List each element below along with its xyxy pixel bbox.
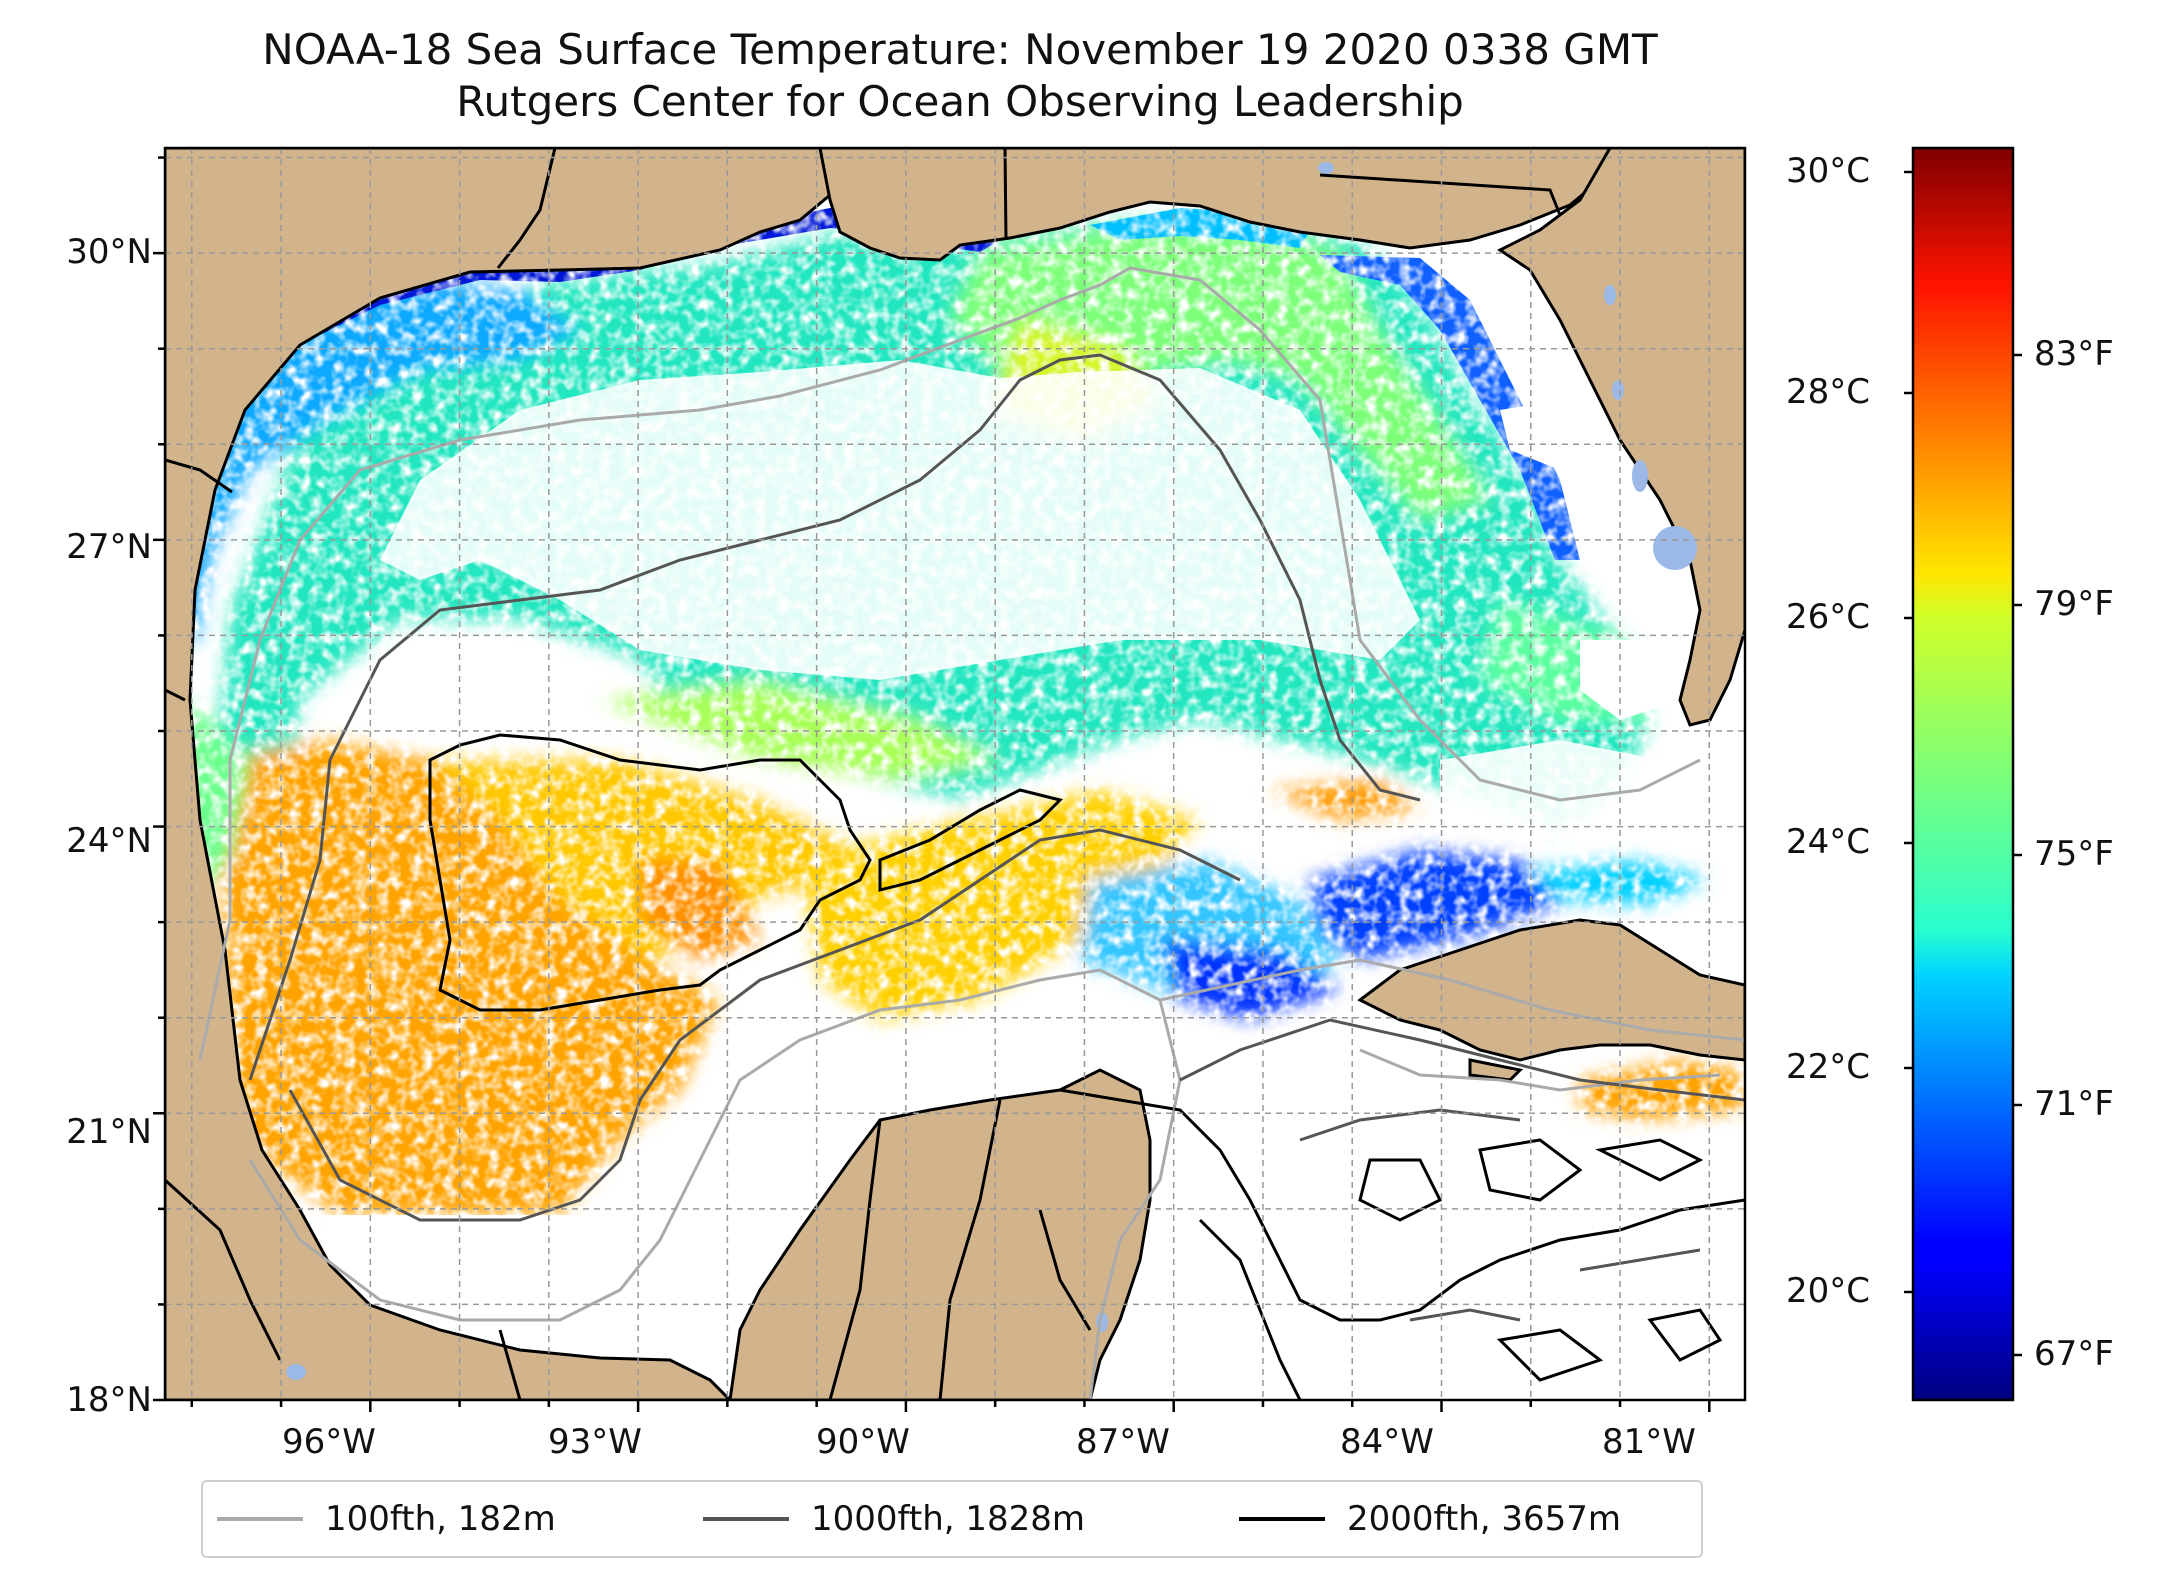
isobath-1000fth — [248, 353, 1745, 1322]
legend-item-100fth: 100fth, 182m — [217, 1482, 556, 1556]
legend-label-1000fth: 1000fth, 1828m — [811, 1499, 1086, 1539]
map-title: NOAA-18 Sea Surface Temperature: Novembe… — [262, 25, 1658, 74]
lat-tick-27: 27°N — [66, 527, 152, 567]
cbar-fahrenheit-75: 75°F — [2034, 834, 2114, 874]
map-frame — [163, 146, 1747, 1402]
lon-tick-90w: 90°W — [816, 1422, 910, 1462]
cbar-celsius-26: 26°C — [1786, 597, 1871, 637]
lat-tick-24: 24°N — [66, 821, 152, 861]
yucatan-peninsula — [728, 1068, 1152, 1400]
lon-tick-93w: 93°W — [548, 1422, 642, 1462]
cbar-fahrenheit-71: 71°F — [2034, 1084, 2114, 1124]
cbar-celsius-30: 30°C — [1786, 151, 1871, 191]
land-layer — [165, 148, 1745, 1400]
lat-tick-18: 18°N — [66, 1380, 152, 1420]
lat-tick-21: 21°N — [66, 1112, 152, 1152]
lon-tick-96w: 96°W — [282, 1422, 376, 1462]
lon-tick-87w: 87°W — [1076, 1422, 1170, 1462]
isobath-2000fth — [428, 733, 1745, 1400]
lat-tick-30: 30°N — [66, 232, 152, 272]
legend-label-100fth: 100fth, 182m — [325, 1499, 556, 1539]
lon-tick-81w: 81°W — [1602, 1422, 1696, 1462]
legend-label-2000fth: 2000fth, 3657m — [1347, 1499, 1622, 1539]
legend-swatch-100fth — [217, 1517, 303, 1521]
map-subtitle: Rutgers Center for Ocean Observing Leade… — [456, 77, 1464, 126]
borders — [165, 148, 1562, 1400]
legend-item-2000fth: 2000fth, 3657m — [1239, 1482, 1621, 1556]
legend-item-1000fth: 1000fth, 1828m — [703, 1482, 1085, 1556]
cbar-celsius-28: 28°C — [1786, 372, 1871, 412]
cbar-celsius-22: 22°C — [1786, 1047, 1871, 1087]
legend-swatch-1000fth — [703, 1517, 789, 1521]
legend-swatch-2000fth — [1239, 1517, 1325, 1521]
cloud-region-central — [380, 360, 1420, 680]
isobath-100fth — [198, 266, 1745, 1400]
isobath-legend: 100fth, 182m 1000fth, 1828m 2000fth, 365… — [201, 1480, 1703, 1558]
cbar-fahrenheit-67: 67°F — [2034, 1334, 2114, 1374]
cbar-celsius-20: 20°C — [1786, 1271, 1871, 1311]
lakes — [286, 162, 1697, 1380]
cbar-fahrenheit-83: 83°F — [2034, 334, 2114, 374]
cbar-celsius-24: 24°C — [1786, 822, 1871, 862]
cbar-fahrenheit-79: 79°F — [2034, 584, 2114, 624]
cuba — [1357, 918, 1745, 1062]
cloud-region-southeast — [1440, 740, 1700, 840]
lon-tick-84w: 84°W — [1340, 1422, 1434, 1462]
colorbar-gradient — [1911, 146, 2015, 1402]
